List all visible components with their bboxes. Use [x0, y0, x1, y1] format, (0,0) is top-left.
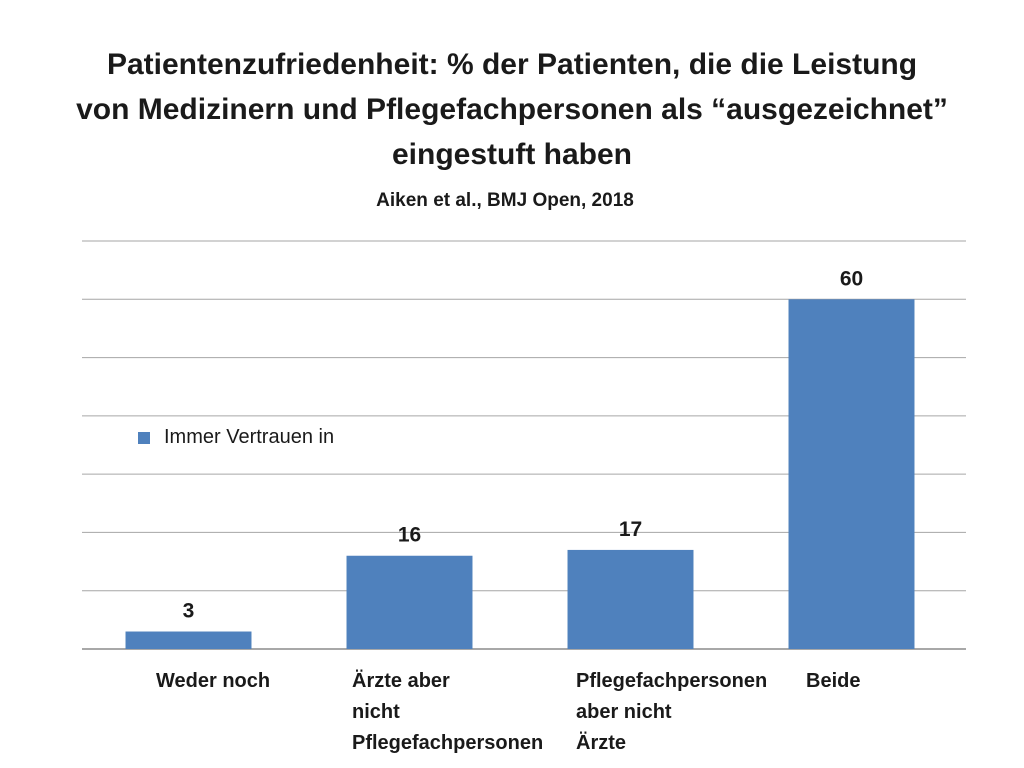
category-label-2: Ärzte aber nicht Pflegefachpersonen — [352, 670, 544, 754]
category-label-3: Pflegefachpersonen aber nicht Ärzte — [576, 670, 768, 754]
data-label-1: 3 — [183, 600, 195, 623]
data-label-2: 16 — [398, 524, 421, 547]
data-label-3: 17 — [619, 518, 642, 541]
chart-title: Patientenzufriedenheit: % der Patienten,… — [0, 42, 1024, 177]
bar-3 — [567, 549, 694, 649]
category-label-1: Weder noch — [156, 670, 271, 692]
legend: Immer Vertrauen in — [138, 426, 334, 449]
data-label-4: 60 — [840, 267, 863, 290]
chart-title-line-2: von Medizinern und Pflegefachpersonen al… — [76, 93, 948, 126]
bar-4 — [788, 299, 915, 649]
chart-subtitle: Aiken et al., BMJ Open, 2018 — [376, 190, 634, 211]
category-label-4: Beide — [806, 670, 861, 692]
legend-label: Immer Vertrauen in — [164, 426, 335, 448]
bar-2 — [346, 555, 473, 649]
bar-1 — [125, 631, 252, 649]
chart-title-line-3: eingestuft haben — [391, 138, 632, 171]
legend-swatch — [138, 431, 150, 444]
chart-title-line-1: Patientenzufriedenheit: % der Patienten,… — [106, 48, 918, 81]
